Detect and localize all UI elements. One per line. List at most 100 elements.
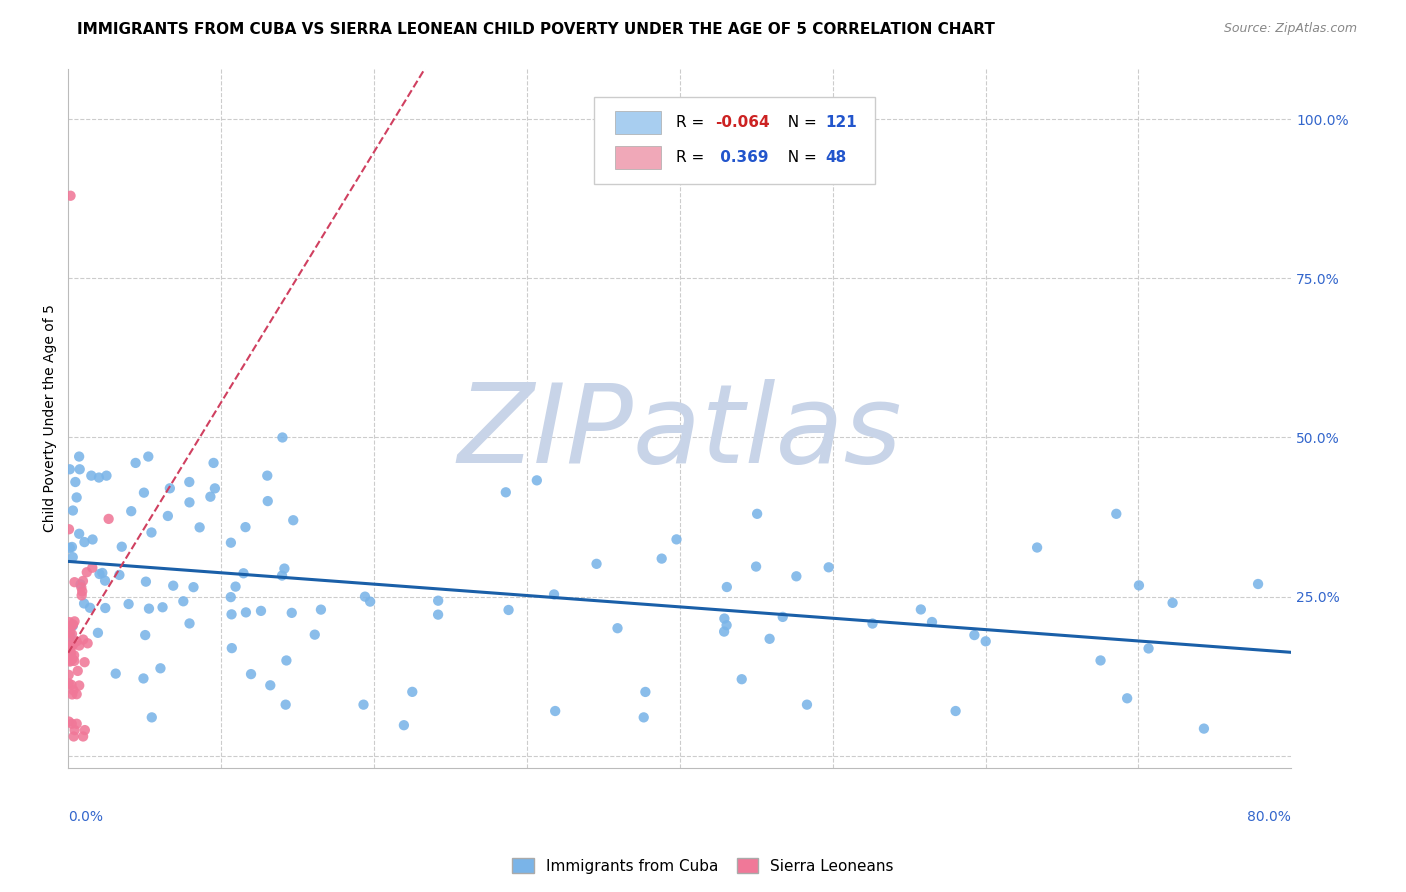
Point	[62, 619, 84, 633]
Point	[256, 494, 278, 508]
Point	[259, 678, 281, 692]
Point	[76, 636, 98, 650]
Point	[67, 678, 90, 692]
Text: R =: R =	[676, 150, 709, 165]
Point	[219, 535, 242, 549]
Point	[634, 685, 657, 699]
Point	[172, 594, 194, 608]
Point	[606, 621, 628, 635]
Point	[70, 580, 93, 594]
Point	[1026, 541, 1049, 555]
Point	[59, 655, 82, 669]
Point	[66, 716, 89, 731]
Point	[1247, 577, 1270, 591]
Point	[179, 475, 201, 489]
Point	[240, 667, 263, 681]
Point	[63, 648, 86, 663]
Point	[221, 641, 243, 656]
Point	[651, 551, 673, 566]
Point	[97, 512, 120, 526]
Point	[96, 468, 118, 483]
Point	[713, 624, 735, 639]
Point	[974, 634, 997, 648]
Point	[179, 495, 201, 509]
Point	[274, 698, 297, 712]
Point	[60, 678, 83, 692]
Point	[76, 566, 98, 580]
Point	[58, 615, 80, 629]
Point	[354, 590, 377, 604]
Point	[60, 639, 83, 653]
Point	[63, 575, 86, 590]
Point	[82, 560, 104, 574]
Point	[188, 520, 211, 534]
Point	[60, 647, 83, 661]
Point	[221, 607, 243, 622]
Point	[401, 685, 423, 699]
Point	[94, 574, 117, 588]
Point	[585, 557, 607, 571]
Point	[65, 475, 87, 489]
Point	[359, 594, 381, 608]
Point	[62, 730, 84, 744]
Point	[136, 450, 159, 464]
Point	[60, 627, 83, 641]
Point	[162, 579, 184, 593]
Point	[633, 710, 655, 724]
Point	[58, 714, 80, 729]
Point	[72, 632, 94, 647]
Point	[498, 603, 520, 617]
Point	[73, 723, 96, 737]
Text: 80.0%: 80.0%	[1247, 810, 1291, 824]
Point	[152, 600, 174, 615]
Text: 0.369: 0.369	[716, 150, 769, 165]
Point	[73, 655, 96, 669]
Point	[219, 590, 242, 604]
Point	[59, 188, 82, 202]
Point	[427, 593, 450, 607]
Point	[225, 580, 247, 594]
Point	[59, 654, 82, 668]
Text: IMMIGRANTS FROM CUBA VS SIERRA LEONEAN CHILD POVERTY UNDER THE AGE OF 5 CORRELAT: IMMIGRANTS FROM CUBA VS SIERRA LEONEAN C…	[77, 22, 995, 37]
FancyBboxPatch shape	[595, 96, 876, 184]
Point	[60, 618, 83, 632]
Point	[1161, 596, 1184, 610]
Point	[817, 560, 839, 574]
Point	[135, 574, 157, 589]
Point	[82, 533, 104, 547]
Point	[495, 485, 517, 500]
Point	[120, 504, 142, 518]
Point	[62, 503, 84, 517]
Point	[58, 642, 80, 657]
Point	[87, 625, 110, 640]
Point	[59, 629, 82, 643]
Text: N =: N =	[778, 150, 821, 165]
Point	[79, 600, 101, 615]
Point	[62, 652, 84, 666]
Point	[58, 676, 80, 690]
Point	[67, 526, 90, 541]
Point	[58, 668, 80, 682]
Point	[183, 580, 205, 594]
Point	[59, 541, 82, 555]
Text: -0.064: -0.064	[716, 115, 770, 130]
Point	[921, 615, 943, 629]
Point	[747, 507, 769, 521]
Point	[60, 638, 83, 652]
Point	[796, 698, 818, 712]
Point	[73, 535, 96, 549]
Text: ZIPatlas: ZIPatlas	[457, 379, 903, 486]
Point	[250, 604, 273, 618]
Point	[427, 607, 450, 622]
Text: Source: ZipAtlas.com: Source: ZipAtlas.com	[1223, 22, 1357, 36]
Point	[1128, 578, 1150, 592]
Point	[271, 430, 294, 444]
Point	[80, 468, 103, 483]
Point	[963, 628, 986, 642]
Point	[63, 723, 86, 737]
Point	[59, 625, 82, 640]
Point	[232, 566, 254, 581]
Point	[862, 616, 884, 631]
Point	[716, 618, 738, 632]
Point	[785, 569, 807, 583]
